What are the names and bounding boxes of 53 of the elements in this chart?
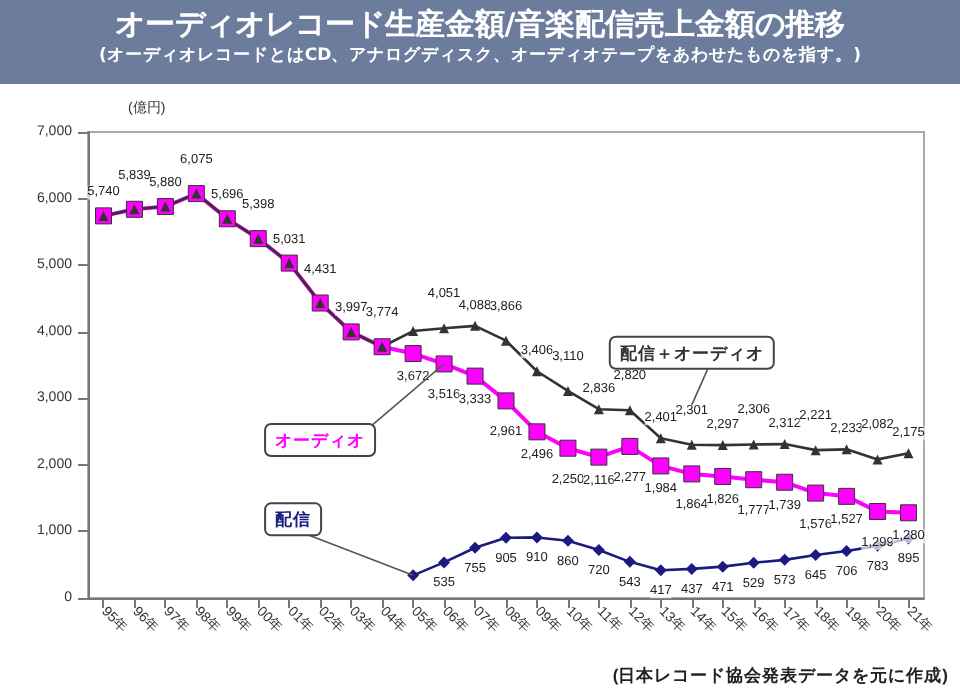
point <box>501 335 511 346</box>
point <box>592 544 605 557</box>
point <box>776 473 794 491</box>
point <box>624 405 635 416</box>
point <box>841 444 852 455</box>
point <box>655 433 666 444</box>
point <box>404 345 422 363</box>
point <box>593 404 604 415</box>
point <box>838 487 856 505</box>
point <box>528 423 546 441</box>
point <box>685 562 698 575</box>
point <box>531 366 542 377</box>
point <box>716 560 729 573</box>
point <box>714 467 732 485</box>
point <box>435 355 453 373</box>
point <box>686 439 697 450</box>
point <box>562 385 573 396</box>
point <box>652 457 670 475</box>
text: (日本レコード協会発表データを元に作成) <box>612 665 949 685</box>
point <box>654 564 667 577</box>
point <box>500 531 512 544</box>
chart-subtitle: (オーディオレコードとはCD、アナログディスク、オーディオテープをあわせたものを指す。) <box>96 44 864 68</box>
point <box>778 553 791 566</box>
point <box>559 439 577 457</box>
point <box>900 504 918 522</box>
point <box>748 439 759 450</box>
point <box>810 445 821 456</box>
point <box>470 320 481 331</box>
point <box>466 367 484 385</box>
point <box>439 323 450 334</box>
point <box>779 439 790 450</box>
point <box>872 454 883 465</box>
point <box>745 471 763 489</box>
point <box>621 437 639 455</box>
point <box>561 534 574 547</box>
point <box>469 541 482 554</box>
point <box>747 556 760 569</box>
point <box>408 326 419 337</box>
point <box>623 555 636 568</box>
point <box>869 503 887 521</box>
point <box>840 545 853 557</box>
point <box>903 448 914 459</box>
point <box>497 392 515 410</box>
text: オーディオ <box>275 429 366 450</box>
text: 配信＋オーディオ <box>619 342 764 363</box>
point <box>438 556 451 569</box>
point <box>717 440 728 451</box>
point <box>683 465 701 483</box>
point <box>807 484 825 502</box>
point <box>590 448 608 466</box>
text: 配信 <box>275 509 312 530</box>
point <box>809 549 822 562</box>
chart-title: オーディオレコード生産金額/音楽配信売上金額の推移 <box>112 6 848 44</box>
